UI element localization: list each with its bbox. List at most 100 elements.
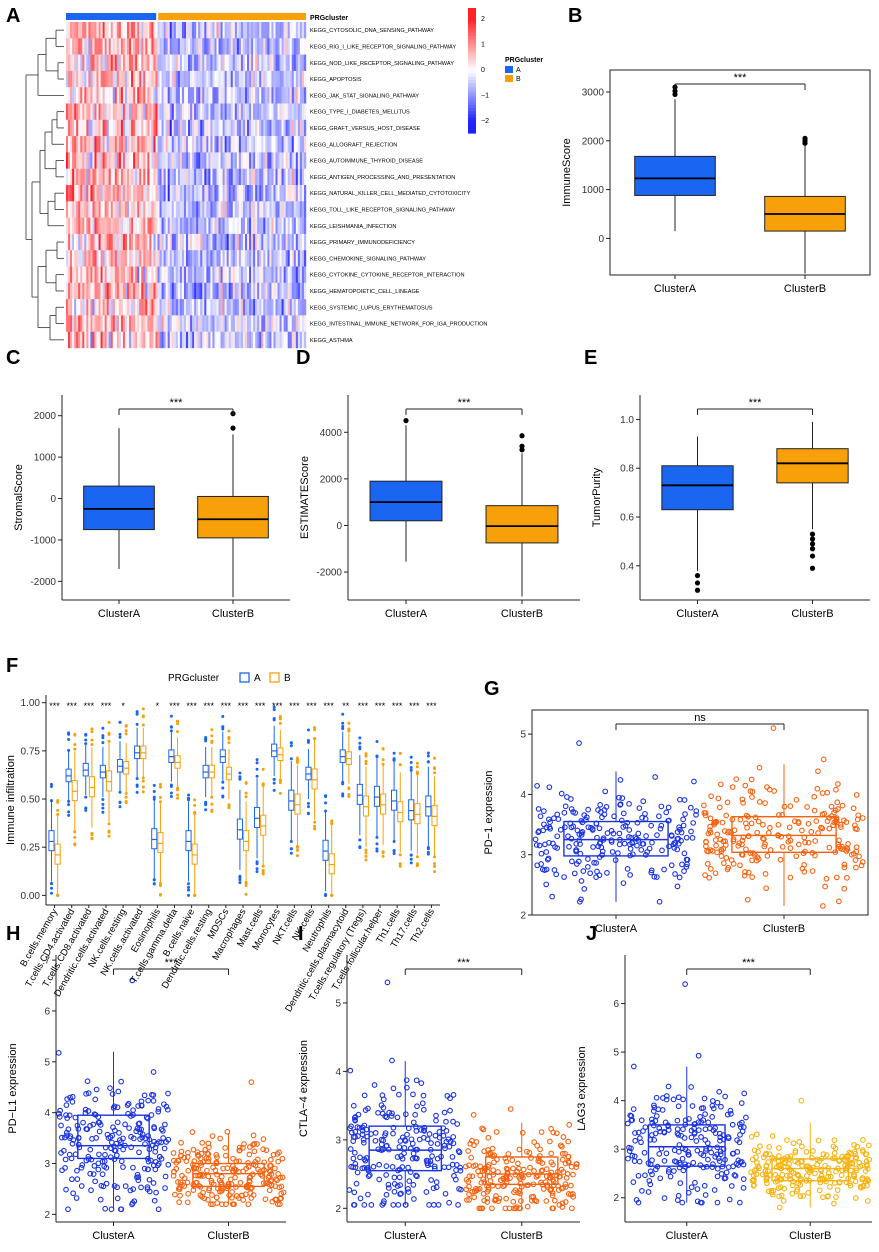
data-point — [654, 832, 660, 838]
heatmap-cell — [171, 299, 174, 316]
heatmap-cell — [242, 282, 246, 300]
heatmap-cell — [194, 87, 197, 104]
heatmap-cell — [291, 22, 294, 39]
data-point — [394, 1114, 401, 1121]
heatmap-cell — [72, 22, 75, 39]
data-point — [704, 861, 711, 867]
heatmap-cell — [263, 38, 266, 55]
heatmap-cell — [106, 70, 109, 88]
heatmap-cell — [155, 299, 158, 316]
heatmap-cell — [244, 299, 248, 316]
data-point — [658, 803, 665, 810]
heatmap-cell — [169, 152, 172, 169]
data-point — [712, 1154, 719, 1160]
heatmap-cell — [257, 119, 260, 137]
heatmap-cell — [112, 22, 116, 39]
heatmap-cell — [108, 331, 111, 349]
heatmap-cell — [122, 315, 126, 332]
heatmap-cell — [92, 299, 95, 316]
data-point — [111, 1103, 118, 1110]
heatmap-cell — [247, 315, 250, 332]
data-point — [841, 817, 847, 824]
heatmap-cell — [122, 250, 126, 267]
heatmap-cell — [210, 22, 213, 39]
heatmap-cell — [70, 282, 73, 300]
data-point — [80, 1119, 86, 1126]
heatmap-cell — [171, 201, 174, 218]
heatmap-cell — [259, 152, 262, 169]
outlier-point — [295, 848, 299, 852]
data-point — [714, 1165, 721, 1172]
data-point — [395, 1202, 402, 1208]
heatmap-cell — [161, 217, 164, 235]
heatmap-cell — [249, 250, 252, 267]
heatmap-cell — [165, 331, 168, 349]
data-point — [352, 1114, 359, 1120]
heatmap-cell — [88, 103, 91, 120]
data-point — [859, 815, 866, 821]
heatmap-cell — [244, 282, 248, 300]
heatmap-cell — [90, 168, 93, 186]
heatmap-cell — [181, 136, 185, 153]
heatmap-cell — [72, 38, 75, 55]
data-point — [411, 1196, 417, 1202]
heatmap-cell — [88, 152, 91, 169]
heatmap-cell — [208, 282, 211, 300]
data-point — [739, 841, 745, 848]
heatmap-cell — [200, 136, 203, 153]
data-point — [712, 870, 719, 877]
heatmap-cell — [183, 38, 187, 55]
heatmap-cell — [84, 250, 87, 267]
data-point — [603, 803, 610, 810]
data-point — [685, 1152, 692, 1158]
heatmap-cell — [157, 185, 160, 202]
data-point — [277, 1174, 284, 1181]
heatmap-cell — [269, 22, 272, 39]
data-point — [789, 1182, 796, 1189]
heatmap-cell — [247, 201, 250, 218]
data-point — [519, 1129, 526, 1136]
y-tick-label: 2000 — [582, 136, 605, 147]
data-point — [170, 1150, 177, 1156]
legend-gradient-step — [468, 114, 476, 118]
heatmap-cell — [181, 331, 185, 349]
heatmap-cell — [143, 250, 146, 267]
data-point — [625, 1155, 631, 1162]
heatmap-cell — [169, 201, 172, 218]
heatmap-cell — [293, 38, 297, 55]
heatmap-cell — [238, 152, 242, 169]
significance-label: *** — [101, 701, 112, 711]
data-point — [93, 1135, 100, 1141]
data-point — [562, 1199, 569, 1205]
heatmap-cell — [157, 152, 160, 169]
heatmap-cell — [90, 185, 93, 202]
data-point — [640, 841, 647, 847]
heatmap-cell — [230, 250, 233, 267]
heatmap-cell — [279, 38, 282, 55]
data-point — [543, 1166, 550, 1172]
heatmap-cell — [198, 70, 201, 88]
data-point — [719, 819, 726, 826]
heatmap-cell — [257, 282, 260, 300]
outlier-point — [90, 831, 94, 835]
data-point — [820, 903, 826, 909]
heatmap-cell — [72, 103, 75, 120]
data-point — [566, 1122, 573, 1128]
data-point — [145, 1133, 151, 1139]
heatmap-cell — [74, 136, 77, 153]
heatmap-cell — [133, 70, 136, 88]
heatmap-cell — [216, 70, 219, 88]
data-point — [391, 1188, 398, 1195]
heatmap-cell — [263, 119, 266, 137]
heatmap-cell — [279, 119, 282, 137]
heatmap-cell — [102, 217, 105, 235]
heatmap-cell — [118, 103, 122, 120]
heatmap-cell — [273, 38, 276, 55]
row-label: KEGG_CYTOSOLIC_DNA_SENSING_PATHWAY — [310, 28, 434, 34]
heatmap-cell — [66, 87, 69, 104]
data-point — [701, 802, 707, 809]
legend-label-B: B — [284, 673, 291, 684]
data-point — [745, 833, 752, 839]
data-point — [866, 1142, 872, 1149]
